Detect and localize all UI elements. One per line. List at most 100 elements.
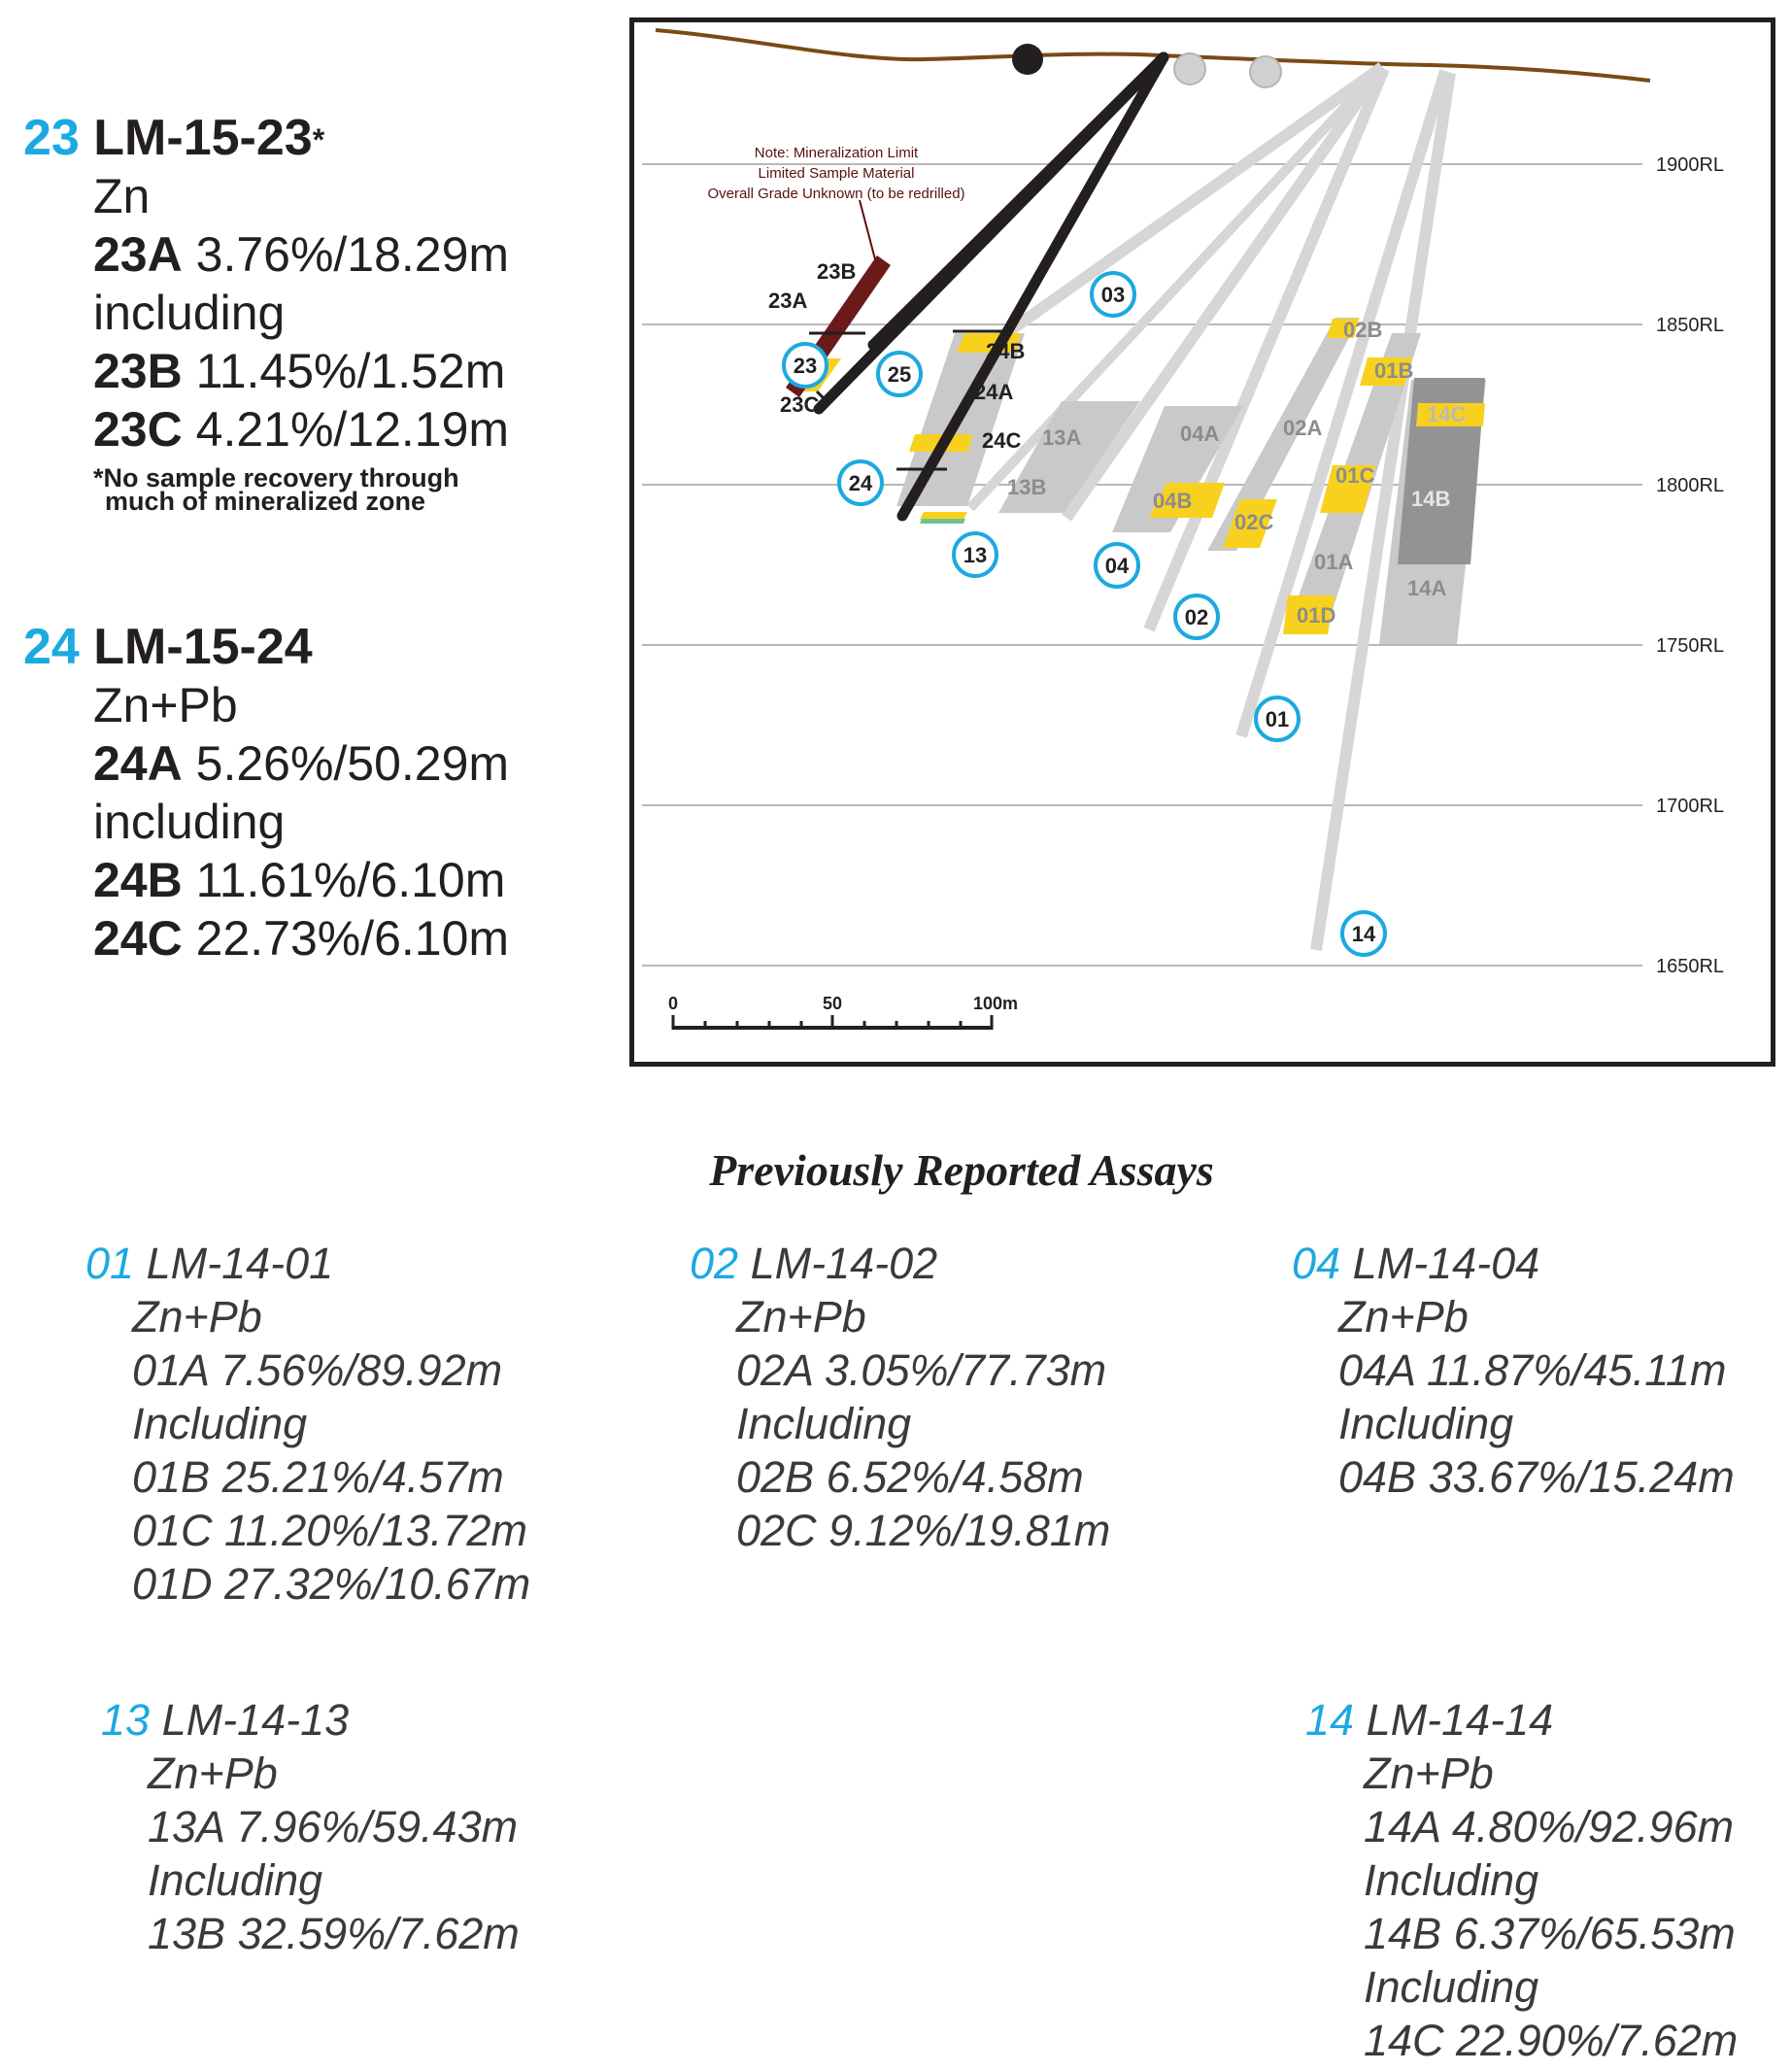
hole-24-summary: 24 LM-15-24 Zn+Pb 24A 5.26%/50.29m inclu… xyxy=(23,618,509,968)
rl-labels: 1900RL 1850RL 1800RL 1750RL 1700RL 1650R… xyxy=(1656,154,1724,977)
previous-hole-02: 02 LM-14-02 Zn+Pb 02A 3.05%/77.73m Inclu… xyxy=(690,1237,1110,1557)
trace-hole-14 xyxy=(1310,72,1456,951)
zone-14c xyxy=(1416,403,1485,426)
hole-24-metal: Zn+Pb xyxy=(93,678,238,732)
previous-hole-01-line: 01B 25.21%/4.57m xyxy=(132,1452,504,1502)
svg-text:02: 02 xyxy=(1185,605,1208,629)
label-04a: 04A xyxy=(1180,422,1219,446)
scale-label-50: 50 xyxy=(823,994,842,1013)
label-24b: 24B xyxy=(986,339,1025,363)
label-01c: 01C xyxy=(1335,463,1374,488)
hole-23-summary: 23 LM-15-23* Zn 23A 3.76%/18.29m includi… xyxy=(23,109,510,516)
rl-label-1750: 1750RL xyxy=(1656,635,1724,657)
hole-23-number: 23 xyxy=(23,110,80,166)
previous-hole-01-line: 01C 11.20%/13.72m xyxy=(132,1506,527,1555)
cross-section-panel: 1900RL 1850RL 1800RL 1750RL 1700RL 1650R… xyxy=(629,17,1775,1067)
hole-24-line-b: 24B 11.61%/6.10m xyxy=(93,853,506,907)
previous-hole-13-line: 13A 7.96%/59.43m xyxy=(148,1802,519,1851)
previous-hole-14-line: 14B 6.37%/65.53m xyxy=(1364,1909,1736,1958)
label-14a: 14A xyxy=(1407,576,1446,600)
zone-02b xyxy=(1327,319,1359,338)
previous-hole-14-line: Zn+Pb xyxy=(1364,1749,1494,1798)
label-01d: 01D xyxy=(1297,603,1335,628)
previous-hole-04-line: 04B 33.67%/15.24m xyxy=(1338,1452,1735,1502)
previous-hole-14-line: Including xyxy=(1364,1855,1539,1905)
label-23c: 23C xyxy=(780,392,819,417)
previous-hole-01-line: 01D 27.32%/10.67m xyxy=(132,1559,531,1609)
svg-text:04: 04 xyxy=(1105,554,1130,578)
hole-marker-04: 04 xyxy=(1094,542,1140,589)
old-interval-labels: 13A 13B 04A 04B 02A 02B 02C 01A 01B 01C … xyxy=(1007,318,1466,628)
previous-hole-14: 14 LM-14-14 Zn+Pb 14A 4.80%/92.96m Inclu… xyxy=(1305,1693,1738,2067)
trace-hole-01 xyxy=(1235,69,1451,738)
scale-label-100: 100m xyxy=(973,994,1018,1013)
hole-23-line-including: including xyxy=(93,286,286,340)
previous-hole-02-line: 02C 9.12%/19.81m xyxy=(736,1506,1111,1555)
label-01b: 01B xyxy=(1374,358,1413,383)
label-24a: 24A xyxy=(974,380,1013,404)
note-line-1: Note: Mineralization Limit xyxy=(755,145,919,161)
previous-hole-01-title: 01 LM-14-01 xyxy=(85,1239,334,1288)
previous-hole-01-line: Including xyxy=(132,1399,308,1448)
zone-02c xyxy=(1223,499,1277,548)
hole-23-line-a: 23A 3.76%/18.29m xyxy=(93,227,510,282)
hole-24-line-a: 24A 5.26%/50.29m xyxy=(93,736,510,791)
scale-label-0: 0 xyxy=(668,994,678,1013)
previous-hole-02-title: 02 LM-14-02 xyxy=(690,1239,938,1288)
label-01a: 01A xyxy=(1314,550,1353,574)
note-line-3: Overall Grade Unknown (to be redrilled) xyxy=(707,186,964,202)
hole-24-line-including: including xyxy=(93,795,286,849)
previous-hole-01-line: Zn+Pb xyxy=(132,1292,262,1342)
hole-marker-25: 25 xyxy=(876,351,923,397)
trace-hole-25 xyxy=(867,51,1169,351)
tick-23c xyxy=(815,390,830,405)
previous-hole-04-line: Including xyxy=(1338,1399,1514,1448)
hole-23-metal: Zn xyxy=(93,169,151,223)
collar-old-1 xyxy=(1173,52,1206,85)
label-24c: 24C xyxy=(982,428,1021,453)
previous-hole-14-line: 14C 22.90%/7.62m xyxy=(1364,2016,1739,2065)
label-14c: 14C xyxy=(1427,402,1466,426)
hole-23-note-2: much of mineralized zone xyxy=(105,487,426,516)
previous-assays-title: Previously Reported Assays xyxy=(709,1145,1214,1195)
previous-hole-04-line: 04A 11.87%/45.11m xyxy=(1338,1345,1727,1395)
label-02a: 02A xyxy=(1283,416,1322,440)
hole-23-asterisk: * xyxy=(312,122,325,157)
svg-text:01: 01 xyxy=(1266,707,1289,731)
rl-grid xyxy=(642,163,1642,967)
mineralization-note: Note: Mineralization Limit Limited Sampl… xyxy=(707,145,964,202)
svg-text:14: 14 xyxy=(1352,922,1376,946)
hole-marker-03: 03 xyxy=(1090,271,1136,318)
trace-hole-13 xyxy=(966,63,1386,512)
trace-hole-04 xyxy=(1062,63,1387,522)
hole-24-line-c: 24C 22.73%/6.10m xyxy=(93,911,510,966)
hole-24-title: 24 LM-15-24 xyxy=(23,618,509,676)
hole-23-note-1: *No sample recovery through xyxy=(93,463,459,493)
zone-01b xyxy=(1360,357,1412,386)
zone-02a xyxy=(1207,318,1360,551)
previous-hole-04: 04 LM-14-04 Zn+Pb 04A 11.87%/45.11m Incl… xyxy=(1292,1237,1735,1504)
previous-hole-13-line: Zn+Pb xyxy=(148,1749,278,1798)
collar-new xyxy=(1012,44,1043,75)
note-leader xyxy=(859,199,876,260)
hole-marker-23: 23 xyxy=(782,342,828,389)
label-02b: 02B xyxy=(1343,318,1382,342)
previous-hole-04-line: Zn+Pb xyxy=(1338,1292,1469,1342)
label-13b: 13B xyxy=(1007,475,1046,499)
rl-label-1800: 1800RL xyxy=(1656,475,1724,496)
previous-hole-13-line: Including xyxy=(148,1855,323,1905)
zone-13b xyxy=(920,512,967,520)
note-line-2: Limited Sample Material xyxy=(759,165,915,182)
hole-23-name: LM-15-23 xyxy=(93,110,313,166)
previous-hole-02-line: 02B 6.52%/4.58m xyxy=(736,1452,1084,1502)
hole-marker-02: 02 xyxy=(1173,594,1220,640)
label-23a: 23A xyxy=(768,289,807,313)
rl-label-1900: 1900RL xyxy=(1656,154,1724,176)
new-interval-labels: 23B 23A 23C 24B 24A 24C xyxy=(768,259,1025,453)
svg-text:03: 03 xyxy=(1101,283,1125,307)
previous-hole-01-line: 01A 7.56%/89.92m xyxy=(132,1345,503,1395)
new-drill-traces xyxy=(813,51,1169,522)
trace-hole-24 xyxy=(896,51,1169,522)
previous-hole-14-line: Including xyxy=(1364,1962,1539,2012)
previous-hole-13: 13 LM-14-13 Zn+Pb 13A 7.96%/59.43m Inclu… xyxy=(101,1693,520,1960)
